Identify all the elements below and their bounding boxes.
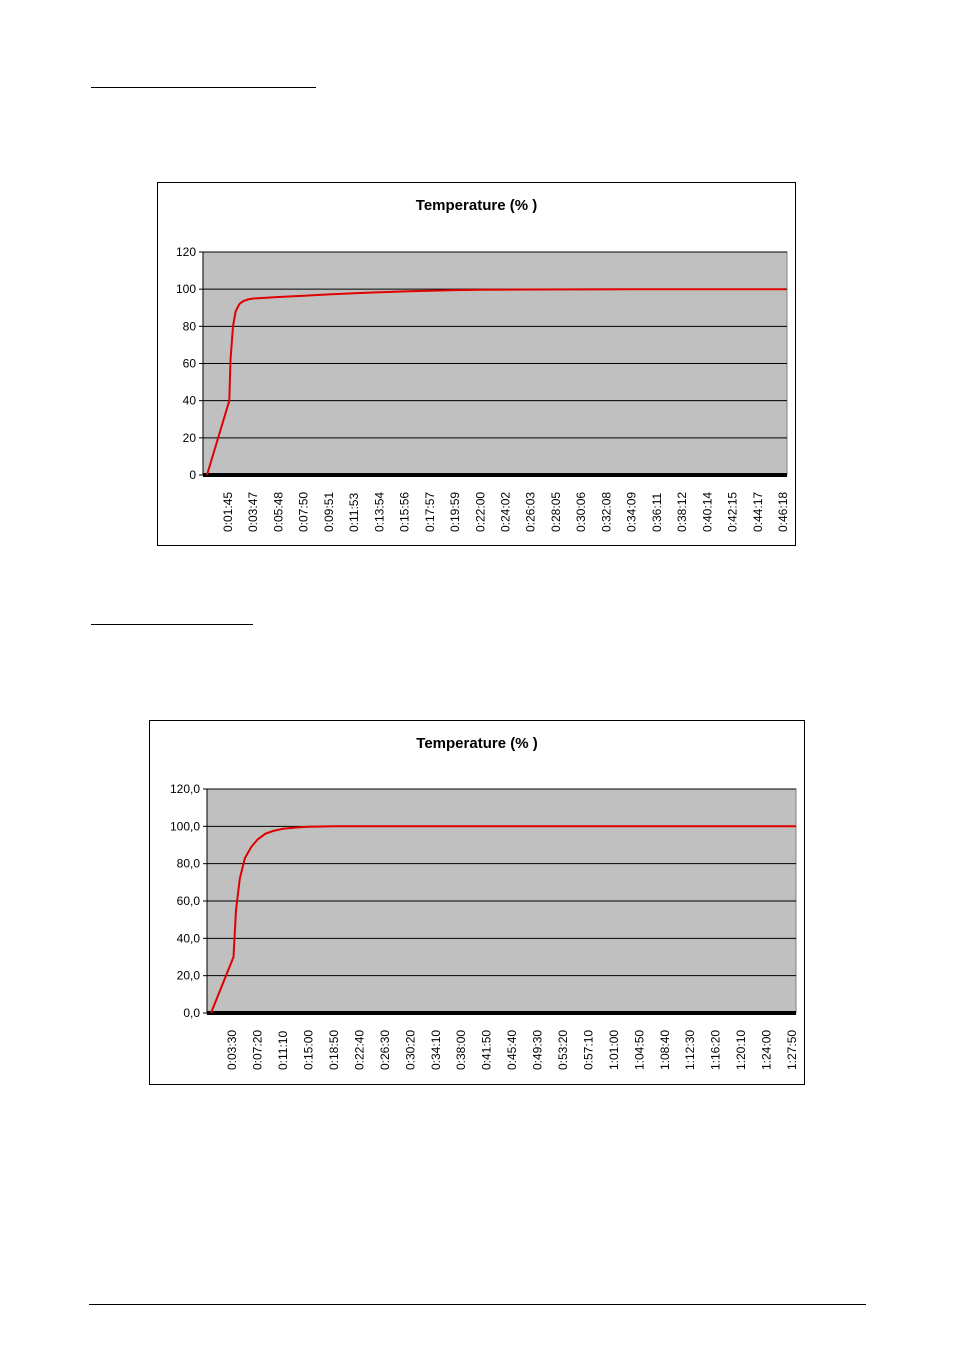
y-tick-label: 0 bbox=[189, 468, 196, 482]
section-underline-1 bbox=[91, 87, 316, 88]
y-tick-label: 120 bbox=[176, 245, 196, 259]
x-tick-label: 1:12:30 bbox=[683, 1030, 697, 1070]
y-tick-label: 20,0 bbox=[177, 969, 201, 983]
y-tick-label: 60,0 bbox=[177, 894, 201, 908]
x-tick-label: 0:53:20 bbox=[556, 1030, 570, 1070]
x-tick-label: 0:15:00 bbox=[302, 1030, 316, 1070]
x-tick-label: 1:04:50 bbox=[632, 1030, 646, 1070]
x-tick-label: 0:11:53 bbox=[347, 493, 361, 532]
x-tick-label: 0:07:20 bbox=[251, 1030, 265, 1070]
x-tick-label: 0:15:56 bbox=[398, 492, 412, 532]
x-tick-label: 0:34:10 bbox=[429, 1030, 443, 1070]
x-tick-label: 1:24:00 bbox=[760, 1030, 774, 1070]
chart-plot: 0 20 40 60 80 100 120 0:01:45 0:03:47 0:05:48 0:07… bbox=[176, 245, 790, 532]
x-tick-label: 0:24:02 bbox=[499, 492, 513, 532]
x-tick-label: 0:40:14 bbox=[700, 492, 714, 532]
x-tick-label: 0:22:00 bbox=[473, 492, 487, 532]
temperature-chart-2: Temperature (% ) 0,0 20,0 40,0 60,0 80,0 100,… bbox=[149, 720, 805, 1085]
x-tick-label: 0:57:10 bbox=[581, 1030, 595, 1070]
chart-title: Temperature (% ) bbox=[416, 735, 538, 752]
x-tick-label: 0:30:06 bbox=[574, 492, 588, 532]
series-line bbox=[206, 288, 786, 476]
x-tick-label: 0:03:47 bbox=[246, 492, 260, 532]
y-tick-label: 40 bbox=[183, 394, 197, 408]
y-tick-label: 0,0 bbox=[183, 1006, 200, 1020]
x-tick-label: 0:32:08 bbox=[599, 492, 613, 532]
x-tick-label: 0:49:30 bbox=[531, 1030, 545, 1070]
x-tick-label: 0:13:54 bbox=[372, 492, 386, 532]
x-tick-label: 0:07:50 bbox=[297, 492, 311, 532]
x-tick-label: 0:09:51 bbox=[322, 492, 336, 532]
x-tick-label: 0:38:00 bbox=[454, 1030, 468, 1070]
x-tick-label: 1:16:20 bbox=[709, 1030, 723, 1070]
y-tick-label: 80 bbox=[183, 319, 197, 333]
x-tick-label: 0:19:59 bbox=[448, 492, 462, 532]
x-tick-label: 0:03:30 bbox=[225, 1030, 239, 1070]
series-line bbox=[210, 825, 795, 1014]
x-tick-label: 0:38:12 bbox=[675, 492, 689, 532]
x-tick-label: 1:08:40 bbox=[658, 1030, 672, 1070]
x-tick-label: 0:26:30 bbox=[378, 1030, 392, 1070]
y-tick-label: 100,0 bbox=[170, 819, 200, 833]
x-tick-label: 0:22:40 bbox=[352, 1030, 366, 1070]
x-tick-label: 0:41:50 bbox=[480, 1030, 494, 1070]
x-tick-label: 0:36:11 bbox=[650, 493, 664, 532]
chart-title: Temperature (% ) bbox=[415, 197, 538, 214]
x-tick-label: 1:27:50 bbox=[785, 1030, 799, 1070]
y-tick-label: 60 bbox=[183, 357, 197, 371]
x-tick-label: 0:01:45 bbox=[221, 492, 235, 532]
x-tick-label: 0:44:17 bbox=[751, 492, 765, 532]
x-tick-label: 0:46:18 bbox=[776, 492, 790, 532]
x-tick-label: 0:34:09 bbox=[625, 492, 639, 532]
section-underline-2 bbox=[91, 624, 253, 625]
x-tick-label: 0:18:50 bbox=[327, 1030, 341, 1070]
x-tick-label: 1:01:00 bbox=[607, 1030, 621, 1070]
y-tick-label: 40,0 bbox=[177, 931, 201, 945]
y-tick-label: 20 bbox=[183, 431, 197, 445]
y-tick-label: 100 bbox=[176, 282, 196, 296]
x-tick-label: 0:45:40 bbox=[505, 1030, 519, 1070]
x-tick-label: 0:26:03 bbox=[524, 492, 538, 532]
chart-plot: 0,0 20,0 40,0 60,0 80,0 100,0 120,0 0:03:30 0:07… bbox=[170, 782, 799, 1070]
footer-rule bbox=[89, 1304, 866, 1305]
x-tick-label: 0:28:05 bbox=[549, 492, 563, 532]
x-tick-label: 0:17:57 bbox=[423, 492, 437, 532]
x-tick-label: 0:05:48 bbox=[271, 492, 285, 532]
x-tick-label: 0:30:20 bbox=[403, 1030, 417, 1070]
x-tick-label: 0:42:15 bbox=[726, 492, 740, 532]
temperature-chart-1: Temperature (% ) 0 20 40 60 80 100 120 0:01:45 0… bbox=[157, 182, 796, 546]
x-tick-label: 0:11:10 bbox=[276, 1031, 290, 1070]
x-tick-label: 1:20:10 bbox=[734, 1030, 748, 1070]
y-tick-label: 120,0 bbox=[170, 782, 200, 796]
y-tick-label: 80,0 bbox=[177, 857, 201, 871]
